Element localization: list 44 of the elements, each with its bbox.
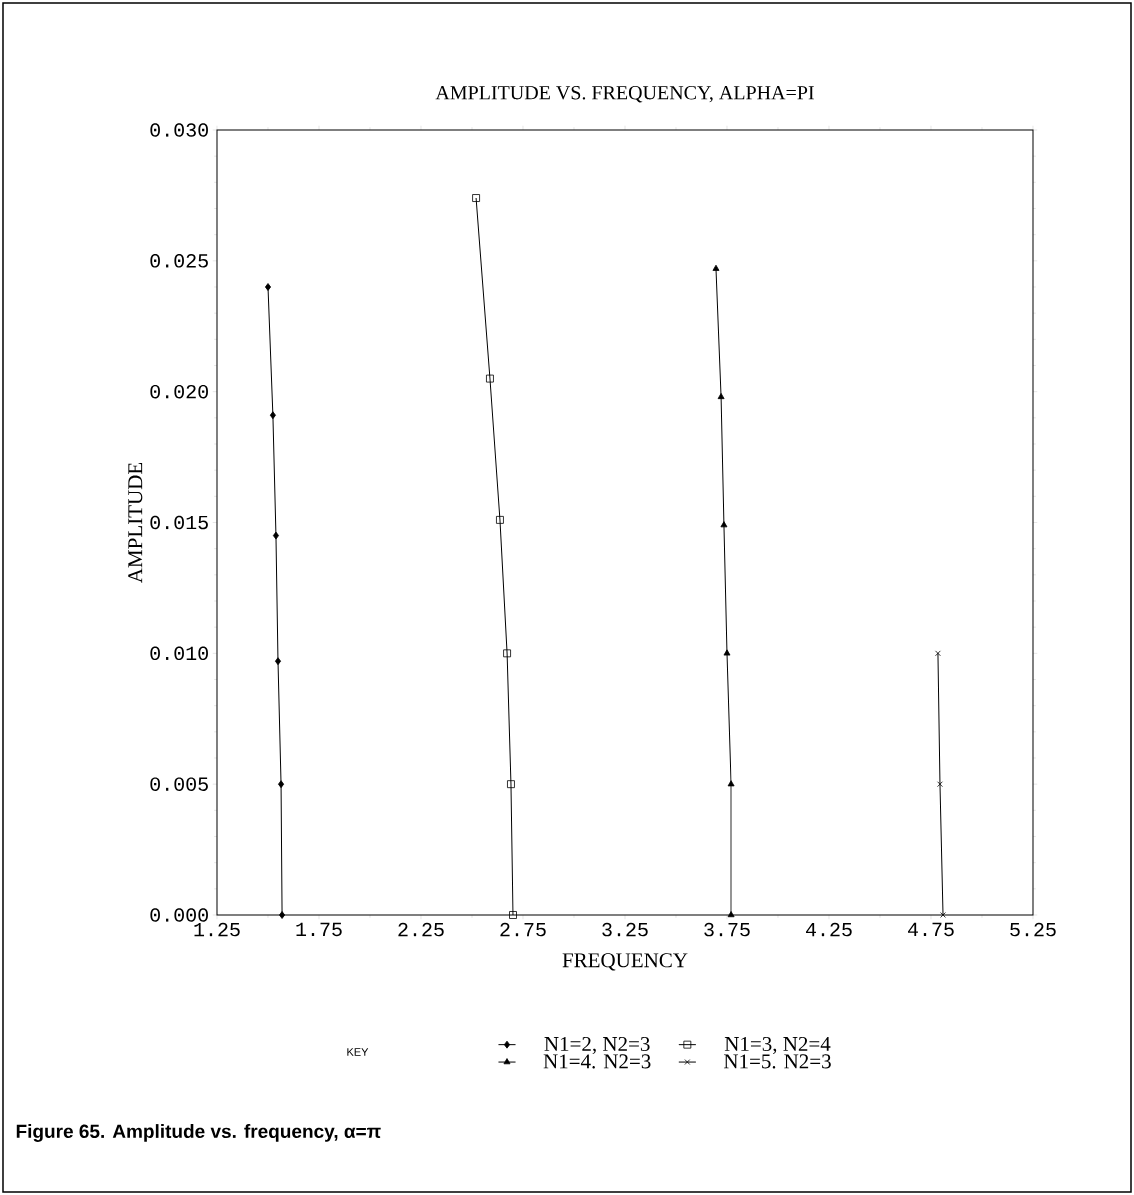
point [472, 194, 480, 202]
legend-label: N1=3, N2=4 [724, 1036, 831, 1055]
point [279, 911, 286, 919]
point [269, 411, 276, 420]
point [503, 649, 511, 658]
point [727, 780, 735, 787]
legend-label: N1=5. N2=3 [723, 1054, 831, 1069]
y-tick-label: 0.015 [150, 515, 208, 530]
x-tick-label: 1.25 [194, 922, 240, 937]
point [278, 780, 285, 789]
y-tick-label: 0.025 [150, 254, 208, 268]
point [712, 264, 720, 271]
legend-label: N1=4. N2=3 [543, 1054, 651, 1069]
point [727, 911, 735, 918]
chart-title: AMPLITUDE VS. FREQUENCY, ALPHA=PI [435, 85, 814, 103]
point [937, 781, 943, 788]
x-axis-title: FREQUENCY [562, 953, 688, 971]
point [720, 521, 728, 528]
y-tick-label: 0.020 [150, 384, 208, 399]
point [717, 393, 725, 400]
point [274, 657, 282, 666]
x-tick-label: 4.25 [806, 922, 852, 937]
x-tick-label: 2.75 [500, 922, 546, 937]
point [264, 283, 272, 291]
y-tick-label: 0.000 [150, 908, 208, 922]
x-tick-label: 4.75 [908, 922, 954, 937]
point [723, 649, 731, 656]
text: Figure 65. Amplitude vs. frequency, α=π [16, 1124, 381, 1142]
point [272, 531, 279, 540]
y-tick-label: 0.010 [150, 646, 208, 661]
x-tick-label: 2.25 [398, 922, 444, 937]
legend-label: N1=2, N2=3 [544, 1036, 650, 1055]
y-tick-label: 0.030 [150, 123, 208, 137]
point [935, 650, 941, 657]
legend-title: KEY [347, 1048, 369, 1056]
point [507, 780, 515, 789]
point [496, 515, 504, 524]
x-tick-label: 3.25 [602, 922, 648, 937]
y-axis-title: AMPLITUDE [128, 462, 143, 583]
x-tick-label: 5.25 [1010, 922, 1056, 937]
x-tick-label: 1.75 [296, 922, 342, 937]
x-tick-label: 3.75 [704, 922, 750, 937]
point [486, 374, 494, 383]
y-tick-label: 0.005 [150, 777, 208, 791]
